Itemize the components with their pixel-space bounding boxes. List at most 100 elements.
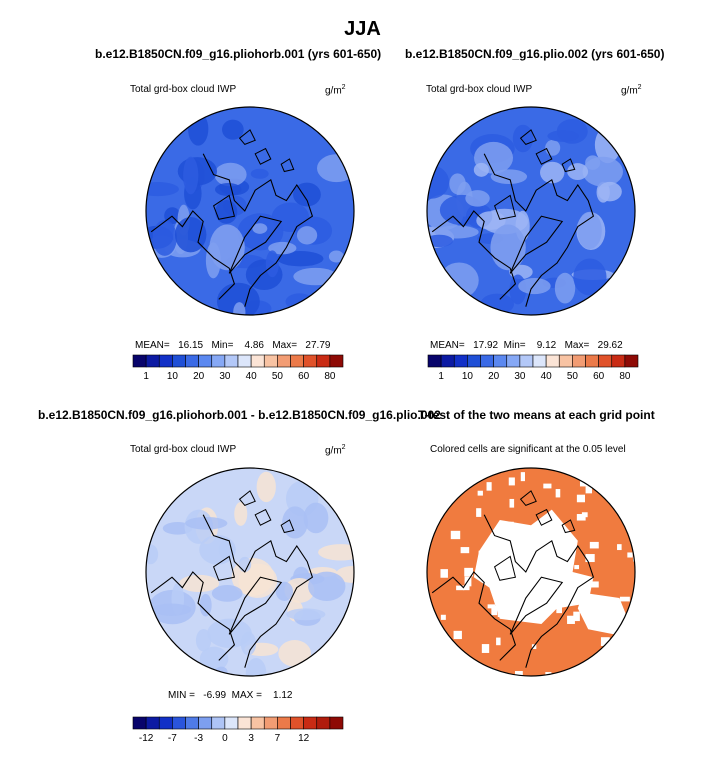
panel-1-polar-map [145, 106, 355, 316]
panel-4-cell [493, 535, 500, 541]
panel-3-contour-patch [184, 509, 214, 544]
panel-1-contour-patch [214, 162, 247, 187]
panel-1-coastline [202, 153, 314, 307]
colorbar-2: 1 10 20 30 40 50 60 80 [427, 354, 639, 382]
panel-2-polar-map [426, 106, 636, 316]
panel-1-contour-patch [277, 251, 324, 267]
panel-1-contour-patch [188, 112, 209, 146]
panel-1-contour-patch [216, 282, 260, 315]
panel-3-contour-patch [231, 557, 274, 596]
panel-4-island [519, 490, 537, 506]
colorbar-tick-label: 30 [219, 371, 231, 382]
panel-1-contour-patch [205, 242, 221, 279]
colorbar-swatch [558, 354, 573, 368]
panel-2-field [427, 107, 635, 315]
panel-1-contour-patch [295, 216, 333, 245]
colorbar-swatch [132, 716, 147, 730]
panel-4-cell [521, 607, 526, 613]
panel-4-cell [500, 589, 508, 598]
panel-2-contour-patch [473, 162, 489, 177]
panel-2-greenland-patch [490, 224, 526, 271]
panel-2-stats: MEAN= 17.92 Min= 9.12 Max= 29.62 [430, 340, 623, 351]
colorbar-swatch [519, 354, 534, 368]
colorbar-swatch [329, 716, 344, 730]
colorbar-swatch [329, 354, 344, 368]
panel-3-contour-patch [293, 609, 321, 626]
panel-1-contour-patch [177, 157, 218, 186]
panel-1-contour-patch [293, 182, 321, 207]
panel-1-field [146, 107, 354, 315]
panel-3-contour-patch [335, 565, 354, 583]
panel-4-background [427, 468, 635, 676]
colorbar-swatch [158, 354, 173, 368]
colorbar-1: 1 10 20 30 40 50 60 80 [132, 354, 344, 382]
panel-4-map-border [426, 467, 636, 677]
panel-2-contour-patch [476, 211, 506, 230]
panel-4-cell [527, 559, 533, 566]
panel-4-cell [497, 612, 504, 618]
panel-3-island [238, 490, 256, 506]
panel-3-contour-patch [282, 506, 308, 539]
panel-2-contour-patch [427, 194, 464, 231]
panel-2-contour-patch [596, 181, 610, 203]
colorbar-swatch [572, 354, 586, 368]
panel-2-contour-patch [427, 234, 454, 248]
panel-3-contour-patch [195, 507, 219, 544]
panel-3-contour-patch [303, 502, 329, 534]
panel-4-cell [543, 483, 552, 489]
panel-2-coastline [431, 210, 517, 300]
colorbar-tick-label: 40 [541, 371, 553, 382]
panel-1-background [146, 107, 354, 315]
panel-4-cell [509, 498, 515, 508]
colorbar-swatch [316, 716, 331, 730]
panel-3-contour-patch [199, 646, 229, 672]
panel-1-contour-patch [214, 182, 242, 197]
panel-1-contour-patch [173, 219, 189, 255]
panel-2-contour-patch [490, 169, 528, 185]
panel-3-contour-patch [275, 581, 294, 601]
panel-3-variable-label: Total grd-box cloud IWP [130, 444, 237, 455]
panel-4-island [493, 555, 517, 581]
colorbar-swatch [263, 354, 278, 368]
panel-1-map-border [145, 106, 355, 316]
panel-2-contour-patch [427, 226, 455, 249]
panel-2-contour-patch [474, 141, 514, 174]
colorbar-tick-label: 10 [167, 371, 179, 382]
colorbar-swatch [198, 716, 213, 730]
panel-3-contour-patch [284, 577, 315, 603]
panel-1-contour-patch [222, 195, 247, 216]
colorbar-tick-label: 40 [246, 371, 258, 382]
panel-3-contour-patch [215, 666, 228, 676]
panel-4-cell [535, 556, 543, 563]
colorbar-swatch [224, 716, 239, 730]
panel-4-cell [491, 605, 498, 616]
panel-4-cell [477, 490, 483, 496]
colorbar-tick-label: 60 [593, 371, 605, 382]
panel-4-cell [591, 581, 599, 588]
panel-2-island [493, 194, 517, 220]
panel-3-island [280, 519, 295, 534]
colorbar-tick-label: 80 [619, 371, 631, 382]
panel-4-cell [463, 585, 470, 591]
colorbar-tick-label: 80 [324, 371, 336, 382]
panel-1-island [212, 194, 236, 220]
panel-3-contour-patch [256, 471, 276, 503]
panel-3-contour-patch [162, 522, 193, 535]
panel-3-background [146, 468, 354, 676]
colorbar-tick-label: 1 [143, 371, 149, 382]
panel-2-map-border [426, 106, 636, 316]
panel-3-contour-patch [286, 608, 326, 621]
panel-3-contour-patch [244, 642, 279, 657]
colorbar-tick-label: 3 [248, 733, 254, 744]
panel-2-title: b.e12.B1850CN.f09_g16.plio.002 (yrs 601-… [405, 47, 665, 61]
panel-4-cell [453, 630, 462, 640]
panel-2-contour-patch [470, 133, 515, 163]
colorbar-swatch [185, 716, 199, 730]
panel-2-contour-patch [547, 130, 579, 142]
panel-2-variable-label: Total grd-box cloud IWP [426, 84, 533, 95]
panel-3-contour-patch [171, 582, 185, 615]
colorbar-swatch [250, 716, 265, 730]
panel-3-island [212, 555, 236, 581]
panel-4-cell [560, 566, 570, 572]
panel-1-contour-patch [317, 154, 354, 183]
